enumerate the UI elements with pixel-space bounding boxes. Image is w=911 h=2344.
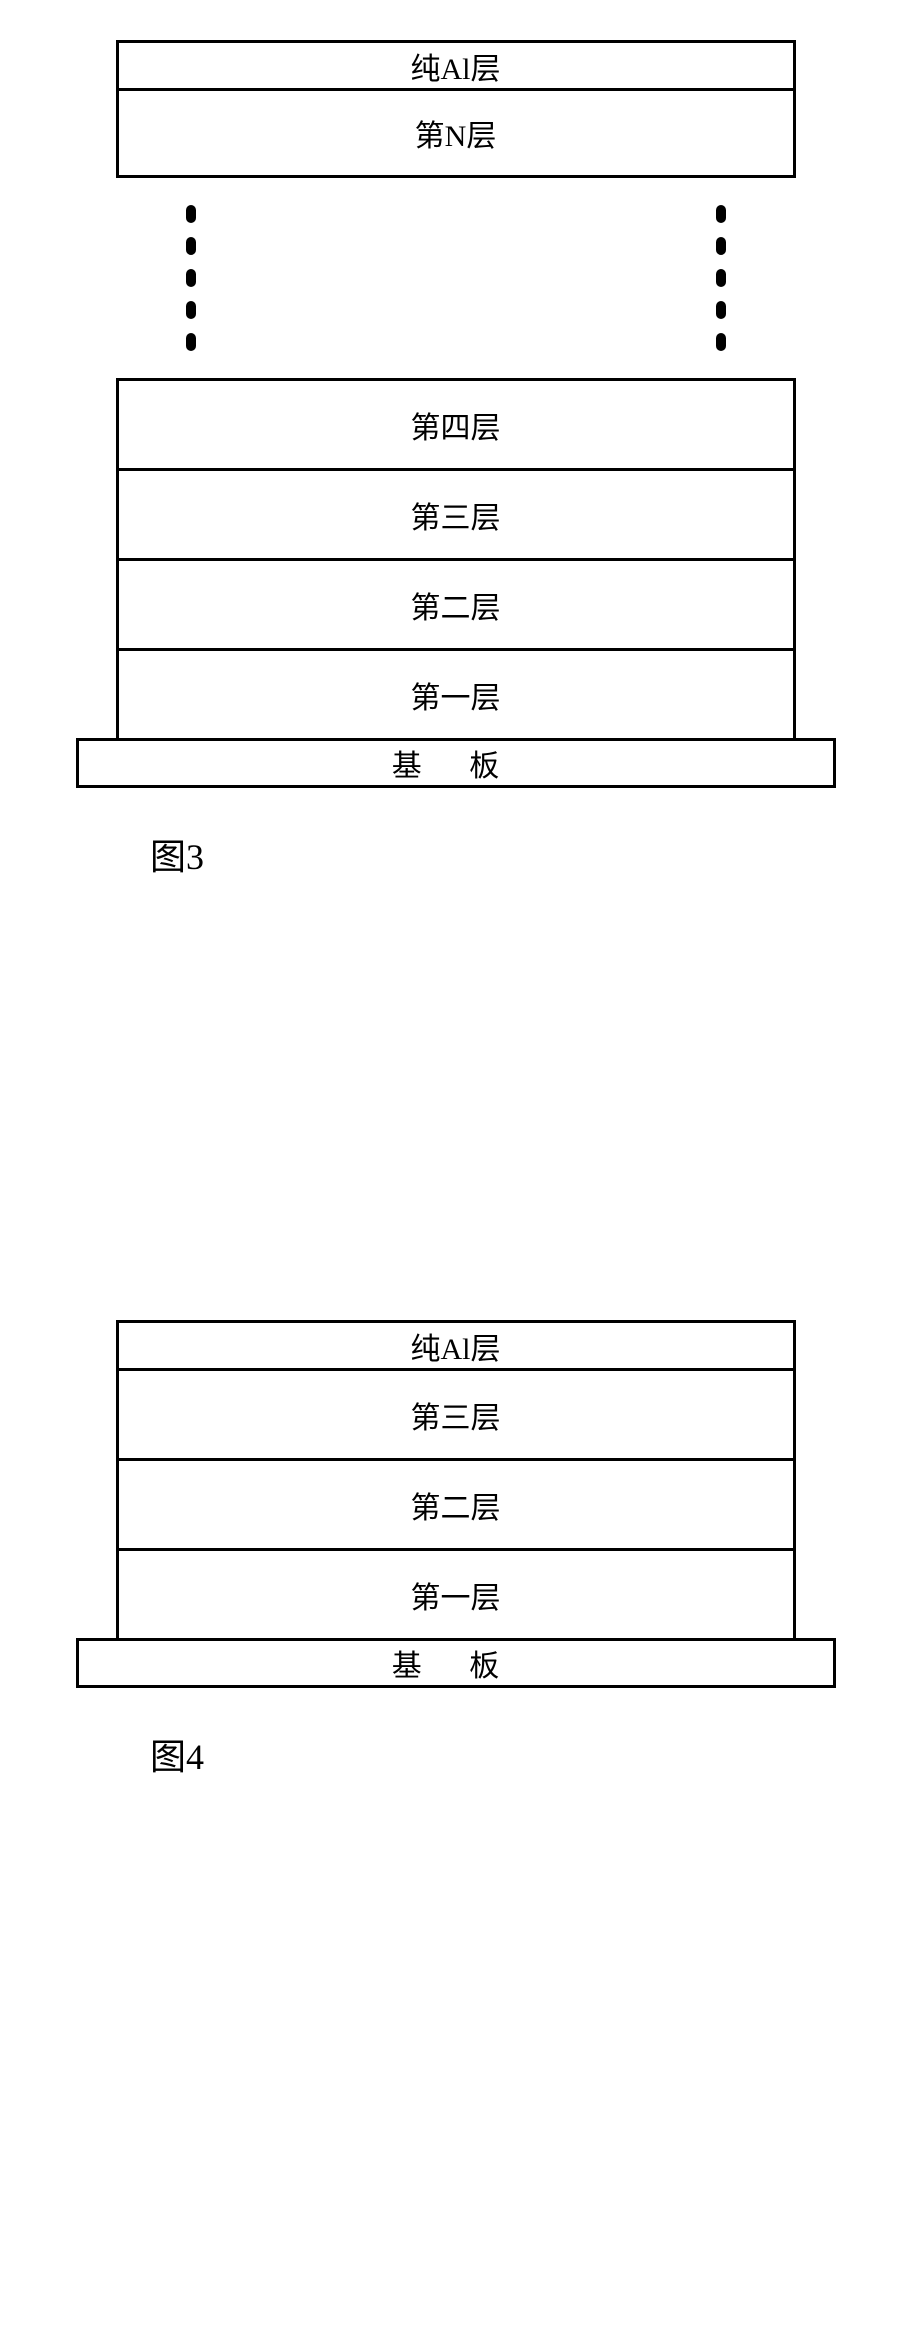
layer-1: 第一层 (116, 648, 796, 738)
layer-2: 第二层 (116, 558, 796, 648)
dot (716, 301, 726, 319)
diagram-4: 纯Al层 第三层 第二层 第一层 基 板 图4 (50, 1320, 861, 1780)
caption-3: 图3 (150, 828, 861, 880)
ellipsis-dots (186, 178, 726, 378)
dot (186, 269, 196, 287)
layer-3: 第三层 (116, 1368, 796, 1458)
dot (186, 205, 196, 223)
layer-substrate: 基 板 (76, 738, 836, 788)
spacer (50, 940, 861, 1320)
layer-n: 第N层 (116, 88, 796, 178)
dots-right (716, 198, 726, 358)
layer-pure-al: 纯Al层 (116, 40, 796, 88)
dots-left (186, 198, 196, 358)
layer-substrate: 基 板 (76, 1638, 836, 1688)
layer-1: 第一层 (116, 1548, 796, 1638)
layer-stack-4: 纯Al层 第三层 第二层 第一层 基 板 (50, 1320, 861, 1688)
layer-3: 第三层 (116, 468, 796, 558)
dot (716, 205, 726, 223)
dot (716, 333, 726, 351)
caption-4: 图4 (150, 1728, 861, 1780)
dot (186, 333, 196, 351)
layer-2: 第二层 (116, 1458, 796, 1548)
diagram-3: 纯Al层 第N层 第四层 第三层 第二层 第一层 基 板 图3 (50, 40, 861, 880)
dot (716, 237, 726, 255)
layer-pure-al: 纯Al层 (116, 1320, 796, 1368)
layer-stack-3: 纯Al层 第N层 第四层 第三层 第二层 第一层 基 板 (50, 40, 861, 788)
dot (186, 301, 196, 319)
dot (716, 269, 726, 287)
layer-4: 第四层 (116, 378, 796, 468)
dot (186, 237, 196, 255)
